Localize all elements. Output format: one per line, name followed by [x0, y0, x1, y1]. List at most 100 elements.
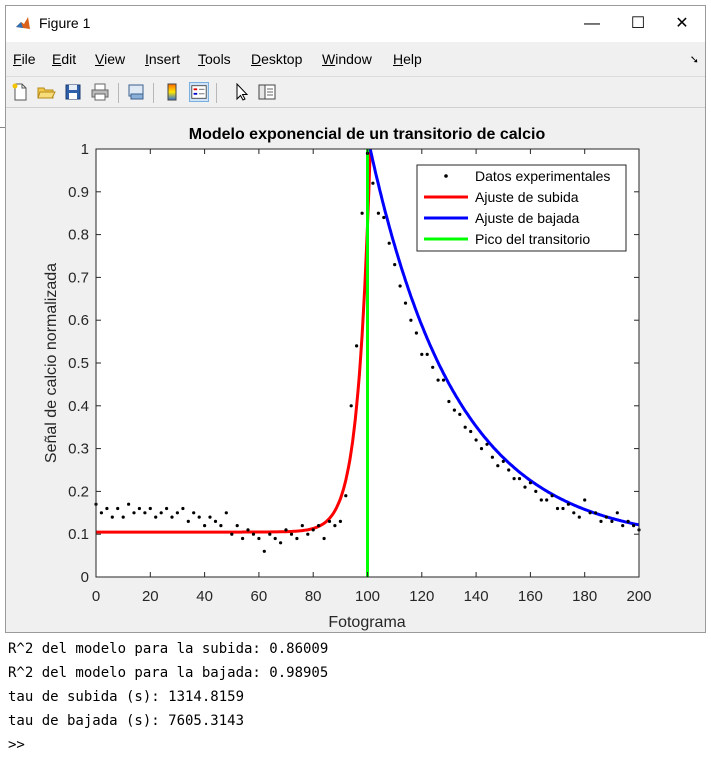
figure-window: Figure 1 — ☐ ✕ File Edit View Insert Too… — [5, 5, 706, 633]
x-tick-label: 180 — [572, 588, 597, 605]
menu-view[interactable]: View — [95, 51, 125, 67]
data-point — [501, 459, 505, 463]
data-point — [295, 536, 299, 541]
data-point — [181, 506, 185, 511]
data-point — [447, 399, 451, 404]
menu-help[interactable]: Help — [393, 51, 422, 67]
y-tick-label: 0.9 — [68, 184, 89, 201]
data-point — [175, 511, 179, 515]
data-point — [507, 468, 511, 472]
x-tick-label: 160 — [518, 588, 543, 605]
menu-help-label: elp — [403, 51, 422, 67]
menu-desktop[interactable]: Desktop — [251, 51, 302, 67]
data-point — [474, 438, 478, 442]
data-point — [382, 215, 386, 220]
data-point — [452, 408, 456, 412]
rise-fit-line — [96, 148, 372, 534]
data-point — [273, 536, 277, 541]
menu-window[interactable]: Window — [322, 51, 372, 67]
menu-tools-label: ools — [205, 51, 231, 67]
y-axis-ticks: 0 0.1 0.2 0.3 0.4 0.5 0.6 0.7 0.8 0.9 1 — [68, 141, 639, 586]
property-inspector-icon[interactable] — [257, 82, 277, 102]
data-point — [490, 455, 494, 459]
data-point — [235, 524, 239, 528]
print-icon[interactable] — [90, 82, 110, 102]
matlab-app-icon — [16, 17, 30, 29]
console-line-r2-rise: R^2 del modelo para la subida: 0.86009 — [8, 641, 329, 657]
x-tick-label: 200 — [626, 588, 651, 605]
data-point — [344, 494, 348, 498]
data-point — [414, 331, 418, 335]
data-point — [534, 489, 538, 493]
y-tick-label: 0.3 — [68, 441, 89, 458]
data-point — [441, 378, 446, 382]
menu-insert-accel: I — [145, 51, 149, 67]
menu-window-label: indow — [335, 51, 372, 67]
toolbar-separator — [216, 83, 217, 103]
command-window-output[interactable]: R^2 del modelo para la subida: 0.86009 R… — [8, 637, 328, 757]
data-point — [121, 515, 125, 519]
menu-view-accel: V — [95, 51, 105, 67]
minimize-button[interactable]: — — [584, 15, 600, 32]
data-point — [159, 511, 163, 515]
chart-svg[interactable]: 0 20 40 60 80 100 120 140 160 180 200 0 0.1 0.2 0.3 0.… — [6, 108, 705, 632]
data-point — [154, 515, 158, 519]
data-point — [523, 485, 527, 489]
menu-insert[interactable]: Insert — [145, 51, 180, 67]
legend-icon[interactable] — [189, 82, 209, 102]
data-point — [431, 365, 435, 369]
data-point — [257, 536, 261, 541]
menu-edit[interactable]: Edit — [52, 51, 76, 67]
data-point — [360, 211, 364, 215]
data-points — [94, 151, 641, 553]
data-point — [143, 511, 147, 515]
data-point — [561, 506, 565, 511]
colorbar-icon[interactable] — [162, 82, 182, 102]
close-button[interactable]: ✕ — [675, 15, 689, 32]
data-point — [197, 515, 201, 519]
data-point — [398, 284, 402, 288]
legend[interactable]: Datos experimentales Ajuste de subida Aj… — [416, 164, 627, 252]
data-point — [105, 506, 109, 511]
y-axis-label: Señal de calcio normalizada — [43, 263, 60, 463]
data-point — [425, 352, 429, 356]
menu-tools-accel: T — [198, 51, 205, 67]
data-point — [393, 263, 397, 267]
data-point — [403, 301, 408, 305]
legend-box — [416, 164, 627, 252]
data-point — [545, 498, 549, 502]
y-tick-label: 1 — [81, 141, 89, 158]
data-point — [615, 511, 619, 515]
data-point — [208, 515, 212, 519]
dock-arrow-icon[interactable]: ➘ — [689, 54, 699, 66]
y-tick-label: 0.5 — [68, 355, 89, 372]
menu-file[interactable]: File — [13, 51, 36, 67]
data-point — [376, 211, 380, 215]
x-tick-label: 60 — [251, 588, 268, 605]
data-point — [170, 515, 174, 519]
data-point — [566, 502, 571, 506]
pointer-icon[interactable] — [231, 82, 251, 102]
legend-entry-rise: Ajuste de subida — [475, 189, 579, 205]
menu-desktop-label: esktop — [261, 51, 303, 67]
data-point — [371, 181, 375, 185]
data-point — [268, 532, 272, 536]
data-point — [409, 318, 413, 322]
data-point — [132, 511, 136, 515]
data-point — [626, 519, 630, 523]
menu-file-accel: F — [13, 51, 22, 67]
data-point — [192, 511, 196, 515]
save-icon[interactable] — [63, 82, 83, 102]
data-point — [599, 519, 603, 523]
toolbar-separator — [153, 83, 154, 103]
menu-tools[interactable]: Tools — [198, 51, 231, 67]
toolbar-separator — [118, 83, 119, 103]
y-tick-label: 0 — [81, 569, 89, 586]
open-file-icon[interactable] — [36, 82, 56, 102]
maximize-button[interactable]: ☐ — [630, 15, 646, 32]
data-point — [436, 378, 440, 382]
console-prompt[interactable]: >> — [8, 737, 25, 753]
print-preview-icon[interactable] — [126, 82, 146, 102]
new-figure-icon[interactable] — [10, 82, 30, 102]
menu-view-label: iew — [104, 51, 126, 67]
